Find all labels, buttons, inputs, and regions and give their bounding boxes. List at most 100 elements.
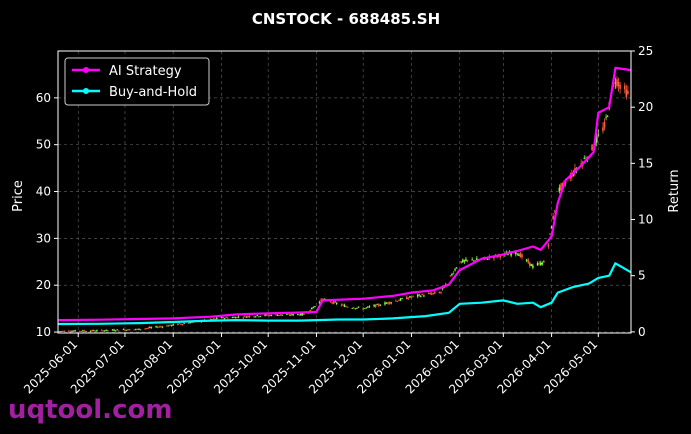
candle-body bbox=[270, 315, 273, 316]
candle-body bbox=[71, 331, 73, 332]
candle-body bbox=[128, 329, 131, 331]
candle-body bbox=[463, 260, 466, 262]
candle-body bbox=[136, 328, 139, 330]
candle-body bbox=[496, 256, 498, 258]
candle-body bbox=[122, 329, 125, 331]
candle-body bbox=[281, 314, 284, 316]
candle-body bbox=[353, 307, 355, 309]
candle-body bbox=[362, 308, 364, 310]
candle-body bbox=[409, 296, 411, 298]
candle-body bbox=[318, 301, 321, 304]
candle-body bbox=[138, 328, 140, 330]
candle-body bbox=[396, 301, 399, 302]
y-tick-label: 20 bbox=[36, 278, 51, 292]
candle-body bbox=[212, 318, 215, 320]
candle-body bbox=[455, 267, 458, 269]
y2-tick-label: 25 bbox=[638, 44, 653, 58]
candle-body bbox=[80, 331, 83, 332]
candle-body bbox=[133, 329, 136, 331]
y-tick-label: 60 bbox=[36, 91, 51, 105]
candle-body bbox=[209, 318, 212, 320]
candle-body bbox=[125, 329, 128, 331]
candle-body bbox=[226, 317, 229, 319]
candle-body bbox=[440, 292, 442, 294]
candle-body bbox=[363, 308, 366, 310]
candle-body bbox=[499, 256, 502, 258]
candle-body bbox=[237, 316, 240, 318]
candle-body bbox=[268, 314, 271, 316]
candle-body bbox=[216, 317, 218, 319]
candle-body bbox=[376, 304, 378, 305]
candle-body bbox=[167, 325, 170, 327]
candle-body bbox=[275, 314, 277, 316]
candle-body bbox=[93, 330, 95, 331]
y2-axis-label: Return bbox=[667, 169, 682, 212]
candle-body bbox=[334, 301, 336, 303]
candle-body bbox=[377, 304, 380, 306]
candle-body bbox=[367, 306, 369, 308]
y-tick-label: 30 bbox=[36, 231, 51, 245]
candle-body bbox=[233, 316, 235, 318]
candle-body bbox=[539, 262, 542, 266]
candle-body bbox=[103, 330, 106, 332]
candle-body bbox=[180, 323, 182, 325]
candle-body bbox=[423, 295, 425, 297]
candle-body bbox=[169, 324, 171, 326]
candle-body bbox=[460, 261, 463, 264]
candle-body bbox=[158, 326, 161, 328]
candle-body bbox=[518, 254, 520, 256]
candle-body bbox=[602, 127, 604, 132]
candle-body bbox=[357, 306, 360, 308]
candle-body bbox=[147, 327, 150, 329]
candle-body bbox=[94, 331, 97, 332]
candle-body bbox=[177, 323, 179, 325]
candle-body bbox=[189, 322, 192, 324]
grid bbox=[58, 51, 631, 333]
candle-body bbox=[332, 301, 335, 304]
candle-body bbox=[253, 316, 255, 318]
candle-body bbox=[536, 263, 539, 266]
candle-body bbox=[74, 330, 76, 332]
candle-body bbox=[625, 89, 628, 98]
candle-body bbox=[441, 288, 444, 290]
candle-body bbox=[438, 292, 441, 294]
y-axis-right: 0 5 10 15 20 25 bbox=[631, 44, 653, 339]
candle-body bbox=[85, 331, 87, 333]
candle-body bbox=[603, 121, 606, 128]
candle-body bbox=[519, 253, 522, 258]
candle-body bbox=[616, 79, 618, 87]
candle-body bbox=[223, 318, 226, 319]
candle-body bbox=[388, 301, 391, 304]
candle-body bbox=[356, 307, 358, 309]
candle-body bbox=[493, 257, 495, 259]
y-axis-label: Price bbox=[11, 180, 26, 212]
candle-body bbox=[550, 226, 553, 229]
candle-body bbox=[267, 315, 270, 317]
candle-body bbox=[107, 330, 109, 332]
candle-body bbox=[605, 116, 607, 118]
candle-body bbox=[418, 294, 421, 296]
candle-body bbox=[427, 293, 430, 295]
candle-body bbox=[314, 306, 316, 307]
candle-body bbox=[102, 330, 104, 332]
candle-body bbox=[127, 329, 129, 331]
chart-title: CNSTOCK - 688485.SH bbox=[252, 10, 440, 28]
candle-body bbox=[72, 330, 75, 332]
candle-body bbox=[410, 296, 413, 298]
candle-body bbox=[401, 298, 403, 300]
candle-body bbox=[301, 313, 304, 315]
candle-body bbox=[298, 314, 301, 316]
candle-body bbox=[290, 313, 293, 315]
candle-body bbox=[416, 294, 419, 297]
candle-body bbox=[82, 330, 84, 332]
candle-body bbox=[476, 258, 478, 260]
candle-body bbox=[150, 327, 153, 329]
candle-body bbox=[368, 306, 371, 308]
candle-body bbox=[451, 274, 453, 276]
candle-body bbox=[623, 85, 626, 90]
legend-box bbox=[64, 57, 210, 106]
candle-body bbox=[528, 262, 531, 266]
candle-body bbox=[331, 302, 333, 304]
candle-body bbox=[96, 330, 98, 332]
candle-body bbox=[379, 305, 382, 307]
